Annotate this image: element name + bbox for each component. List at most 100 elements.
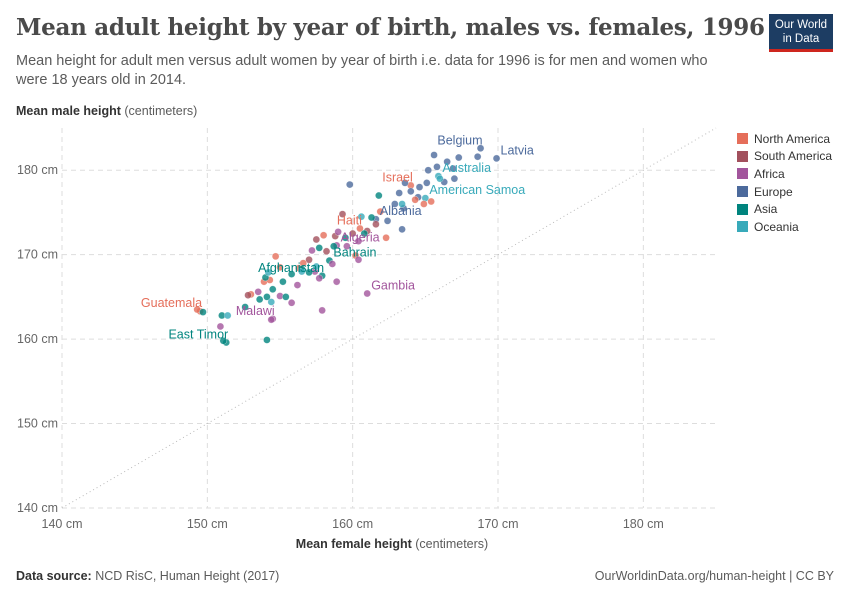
x-tick-label: 180 cm	[623, 517, 664, 531]
footer-link[interactable]: OurWorldinData.org/human-height | CC BY	[594, 569, 834, 583]
x-axis-label-main: Mean female height	[295, 537, 412, 551]
y-axis-label: Mean male height (centimeters)	[16, 104, 197, 118]
data-point	[346, 180, 354, 189]
legend-label: Europe	[754, 184, 793, 199]
point-label: Albania	[380, 204, 422, 218]
x-axis-label: Mean female height (centimeters)	[0, 537, 784, 551]
data-point	[267, 316, 275, 324]
data-point	[318, 306, 326, 315]
legend-item[interactable]: Europe	[737, 183, 832, 201]
data-point	[354, 237, 363, 245]
x-axis-label-unit: (centimeters)	[415, 537, 489, 551]
data-point	[423, 179, 431, 187]
legend-label: South America	[754, 149, 833, 164]
data-point	[305, 268, 313, 277]
point-label: Bahrain	[333, 246, 376, 260]
source-text: NCD RisC, Human Height (2017)	[95, 569, 280, 583]
data-point	[383, 217, 392, 225]
data-point	[476, 144, 485, 152]
owid-logo[interactable]: Our World in Data	[769, 14, 833, 52]
data-point	[395, 189, 403, 197]
data-point	[424, 166, 432, 174]
data-point	[254, 288, 262, 296]
legend-swatch	[737, 203, 748, 215]
legend-item[interactable]: Africa	[737, 165, 832, 183]
data-point	[271, 252, 280, 261]
data-point	[282, 293, 290, 301]
point-label: Australia	[442, 161, 491, 175]
source-label: Data source:	[16, 569, 92, 583]
data-point	[322, 247, 331, 255]
data-point	[298, 267, 306, 276]
legend-label: Asia	[754, 202, 778, 217]
data-point	[315, 274, 323, 282]
data-point	[407, 187, 415, 195]
data-point	[455, 153, 463, 162]
data-point	[263, 336, 271, 344]
data-point	[401, 179, 409, 187]
data-point	[398, 200, 406, 208]
x-tick-label: 140 cm	[42, 517, 83, 531]
legend-swatch	[737, 221, 748, 233]
legend-item[interactable]: North America	[737, 130, 832, 148]
data-point	[293, 281, 302, 289]
data-point	[449, 164, 457, 173]
data-point	[398, 225, 406, 233]
data-point	[319, 231, 328, 239]
data-point	[267, 298, 275, 306]
data-point	[279, 278, 287, 286]
point-label: Guatemala	[141, 296, 202, 310]
data-point	[263, 293, 271, 301]
point-label: Belgium	[437, 133, 482, 147]
data-point	[420, 200, 428, 208]
data-point	[305, 256, 313, 264]
data-point	[430, 151, 438, 159]
data-point	[264, 268, 273, 277]
data-point	[391, 200, 399, 208]
data-point	[411, 196, 419, 204]
legend-label: Oceania	[754, 219, 799, 234]
data-point	[372, 220, 380, 228]
data-point	[276, 263, 284, 271]
legend-swatch	[737, 150, 748, 162]
data-point	[367, 213, 376, 222]
data-point	[334, 228, 342, 236]
data-point	[219, 337, 227, 345]
data-point	[474, 153, 482, 161]
point-label: Malawi	[236, 304, 275, 318]
data-point	[216, 322, 225, 331]
data-point	[360, 229, 368, 238]
chart-title: Mean adult height by year of birth, male…	[16, 14, 765, 41]
point-label: American Samoa	[429, 183, 525, 197]
legend-item[interactable]: Asia	[737, 200, 832, 218]
x-tick-label: 160 cm	[332, 517, 373, 531]
point-label: Israel	[382, 170, 413, 184]
data-point	[338, 210, 347, 218]
legend-item[interactable]: South America	[737, 148, 832, 166]
data-point	[363, 289, 371, 298]
legend-label: North America	[754, 131, 831, 146]
data-point	[343, 242, 351, 250]
data-point	[287, 270, 296, 278]
data-point	[492, 154, 501, 163]
data-point	[356, 224, 364, 233]
data-point	[330, 242, 338, 250]
y-tick-label: 150 cm	[17, 417, 58, 431]
data-point	[415, 183, 424, 191]
y-tick-label: 160 cm	[17, 332, 58, 346]
x-tick-label: 150 cm	[187, 517, 228, 531]
data-point	[269, 285, 277, 293]
data-point	[308, 246, 316, 255]
data-point	[357, 213, 366, 221]
y-tick-label: 180 cm	[17, 163, 58, 177]
data-point	[436, 175, 444, 183]
data-point	[312, 262, 320, 271]
x-tick-label: 170 cm	[478, 517, 519, 531]
legend-item[interactable]: Oceania	[737, 218, 832, 236]
legend-swatch	[737, 168, 748, 180]
data-point	[354, 256, 363, 264]
data-point	[450, 175, 459, 183]
data-point	[224, 311, 232, 320]
y-axis-label-unit: (centimeters)	[124, 104, 198, 118]
point-label: Latvia	[501, 143, 534, 157]
